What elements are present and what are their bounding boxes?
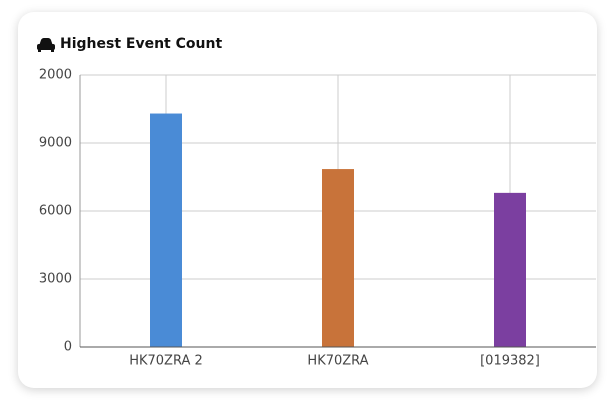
x-tick-label: [019382] xyxy=(480,354,540,369)
bar xyxy=(150,113,182,348)
car-icon xyxy=(37,38,55,52)
x-tick-label: HK70ZRA 2 xyxy=(129,354,203,369)
y-tick-label: 9000 xyxy=(39,136,72,151)
chart-title: Highest Event Count xyxy=(60,36,222,52)
x-tick-label: HK70ZRA xyxy=(307,354,368,369)
y-tick-label: 6000 xyxy=(39,204,72,219)
y-tick-label: 3000 xyxy=(39,272,72,287)
bar xyxy=(322,169,354,347)
y-tick-label: 2000 xyxy=(39,68,72,83)
y-tick-label: 0 xyxy=(64,340,72,355)
bar xyxy=(494,192,526,347)
